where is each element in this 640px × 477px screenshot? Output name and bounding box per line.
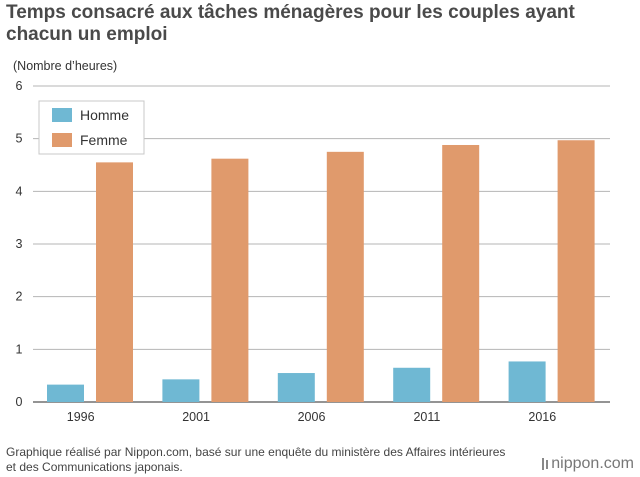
bar-femme-2006 xyxy=(326,151,364,402)
x-tick-label: 1996 xyxy=(67,410,95,424)
bar-homme-2016 xyxy=(508,361,546,402)
bar-homme-2006 xyxy=(277,373,315,402)
y-tick-label: 2 xyxy=(16,290,23,304)
y-axis-unit-label: (Nombre d’heures) xyxy=(13,59,118,73)
bar-homme-1996 xyxy=(47,384,84,402)
bar-femme-2011 xyxy=(442,144,480,402)
y-tick-label: 1 xyxy=(16,342,23,356)
legend-label-femme: Femme xyxy=(80,132,128,148)
chart-title: Temps consacré aux tâches ménagères pour… xyxy=(6,2,575,45)
bar-femme-2001 xyxy=(211,158,249,402)
bar-homme-2001 xyxy=(162,379,200,402)
legend-swatch-homme xyxy=(52,108,72,122)
nippon-logo-icon xyxy=(542,458,549,470)
bar-femme-2016 xyxy=(557,140,595,402)
brand-logo: nippon.com xyxy=(542,455,634,473)
x-tick-label: 2011 xyxy=(413,410,440,424)
y-tick-label: 6 xyxy=(16,79,23,93)
x-tick-label: 2006 xyxy=(298,410,326,424)
legend-label-homme: Homme xyxy=(80,107,129,123)
x-tick-label: 2001 xyxy=(182,410,210,424)
y-tick-label: 5 xyxy=(16,132,23,146)
legend-swatch-femme xyxy=(52,133,72,147)
bar-chart: 0 1 2 3 4 5 6 1996 2001 2006 2011 2016 Homme Femme xyxy=(16,79,610,424)
y-tick-label: 0 xyxy=(16,395,23,409)
source-note: Graphique réalisé par Nippon.com, basé s… xyxy=(6,445,506,474)
x-tick-label: 2016 xyxy=(528,410,556,424)
bar-femme-1996 xyxy=(96,162,133,402)
y-tick-label: 4 xyxy=(16,184,23,198)
y-tick-label: 3 xyxy=(16,237,23,251)
bar-homme-2011 xyxy=(393,367,431,402)
brand-name: nippon.com xyxy=(551,455,634,472)
